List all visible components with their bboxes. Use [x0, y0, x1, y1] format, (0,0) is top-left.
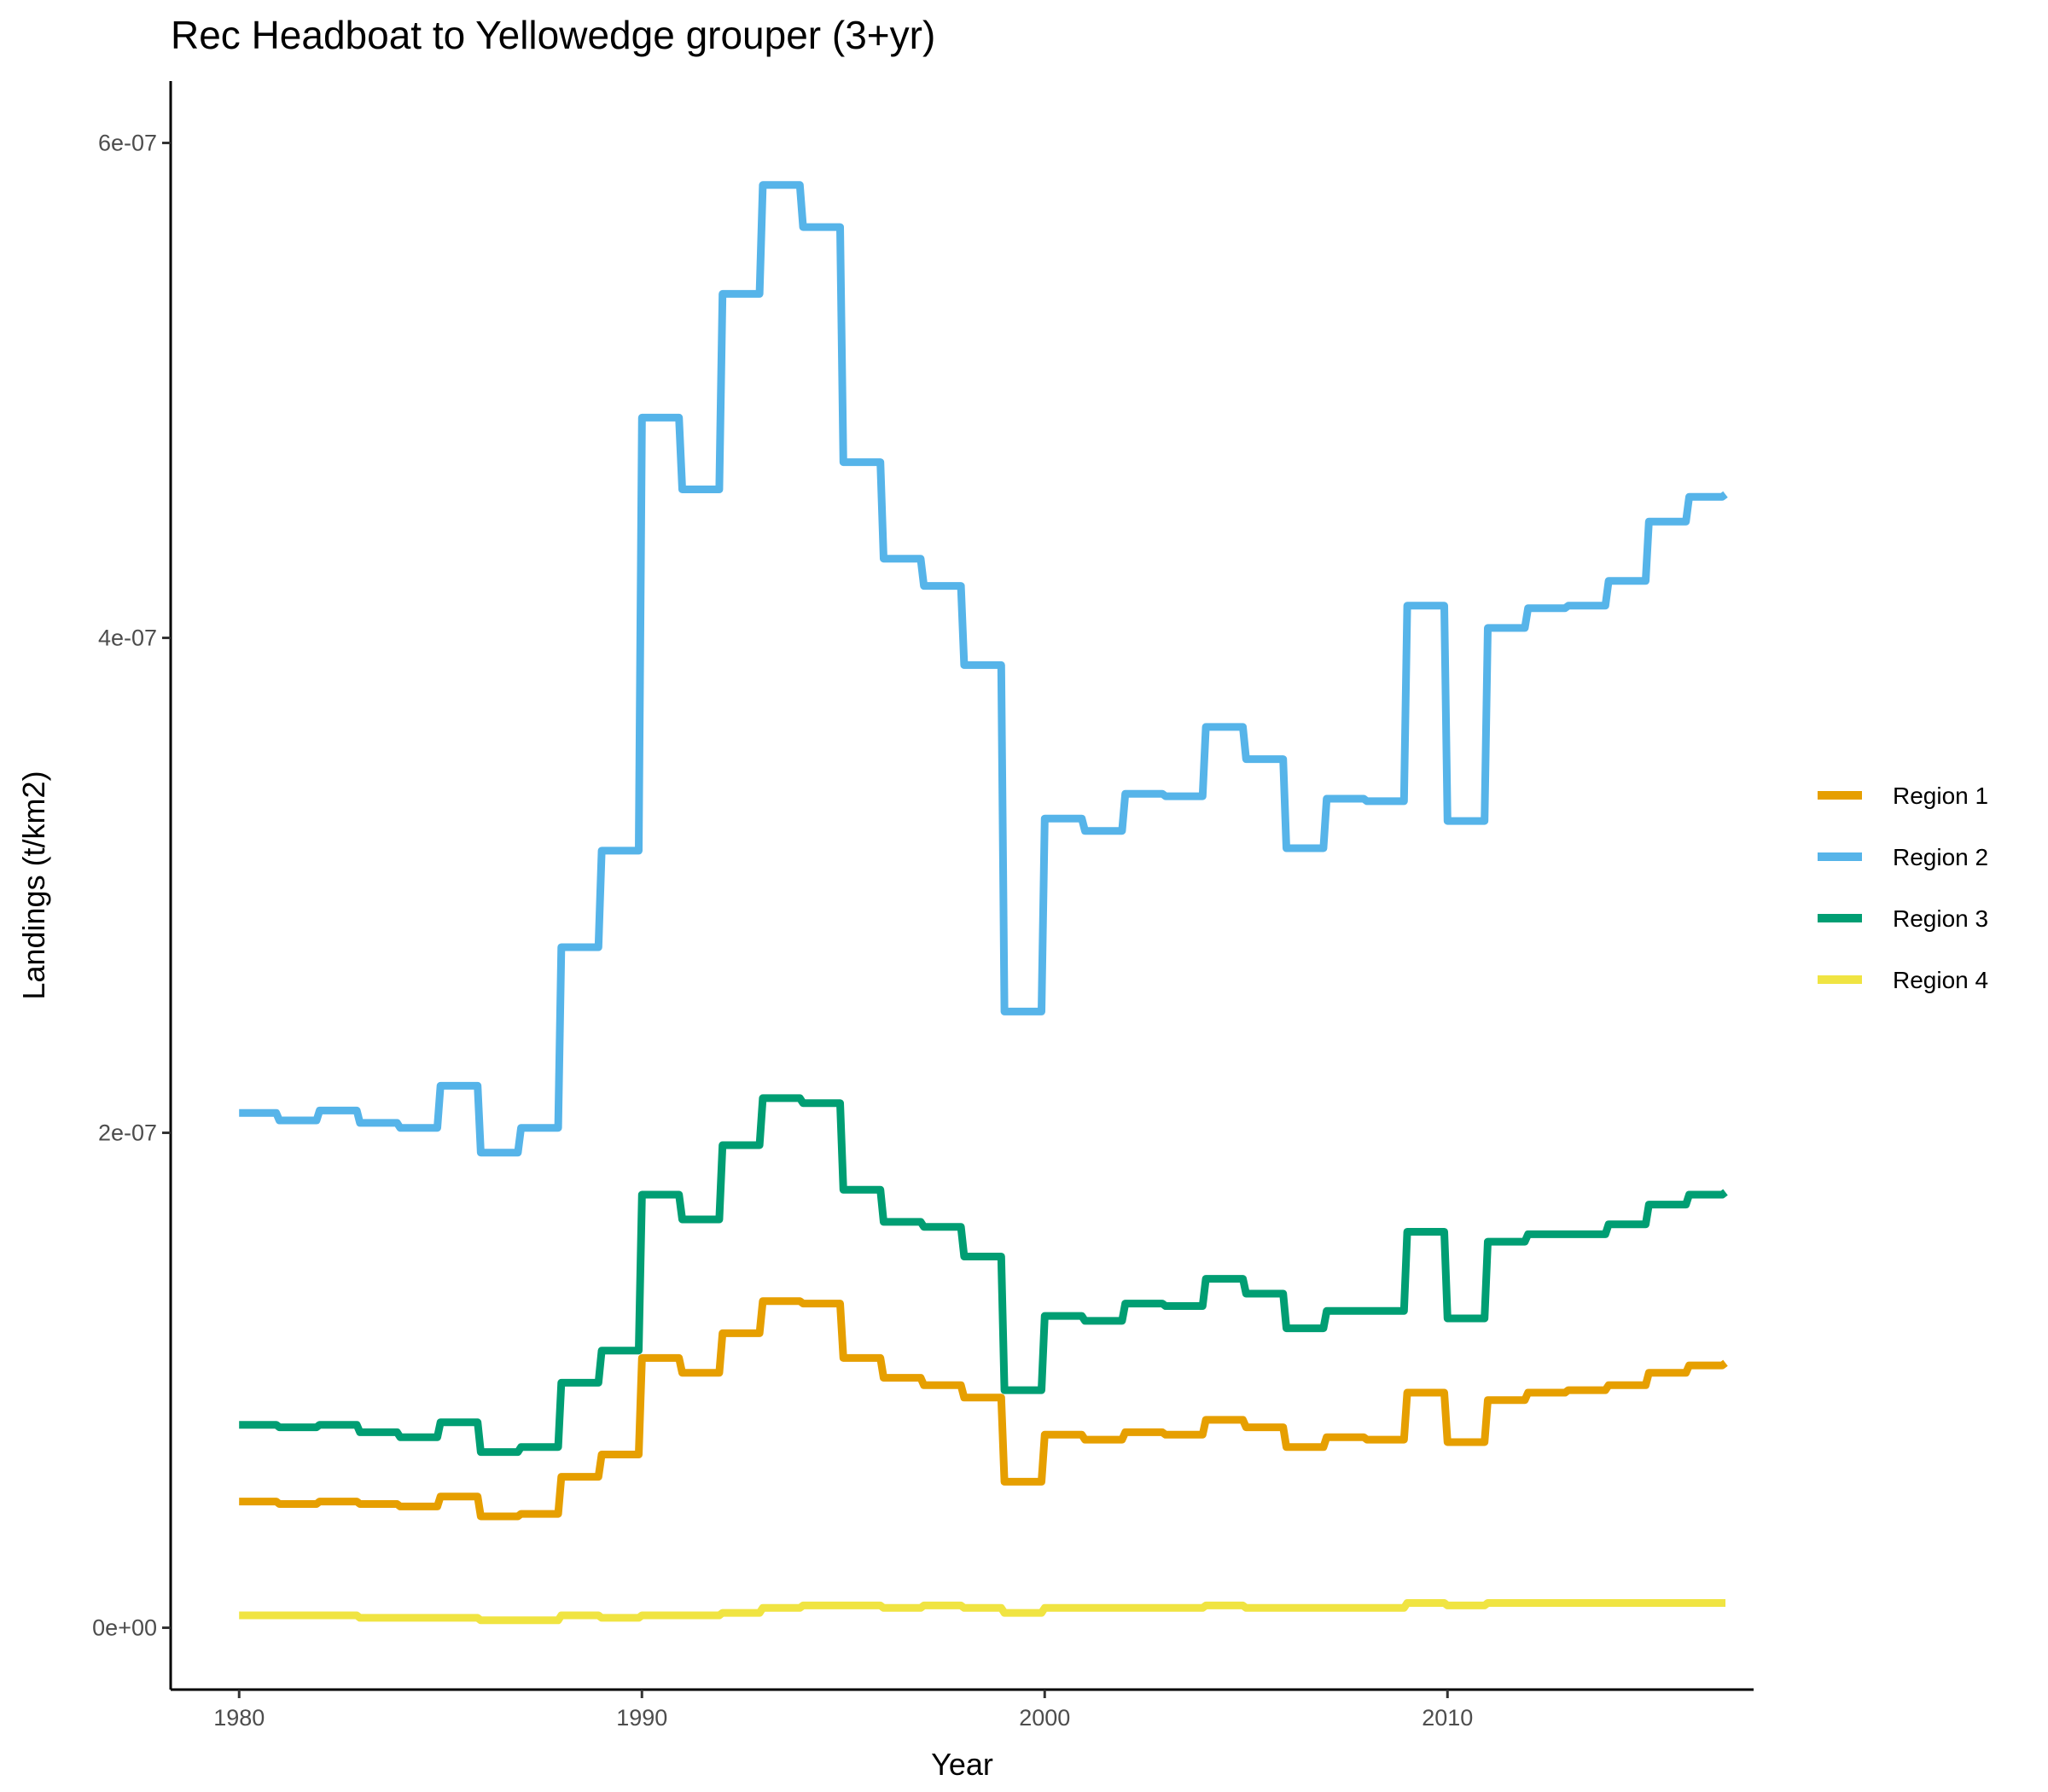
x-tick-label: 2010: [1422, 1705, 1473, 1731]
legend-label-region-2: Region 2: [1893, 844, 1988, 870]
y-tick-label: 2e-07: [98, 1120, 157, 1146]
series-line-region-1: [239, 1297, 1728, 1521]
x-tick-label: 1980: [213, 1705, 265, 1731]
legend-label-region-4: Region 4: [1893, 967, 1988, 993]
legend: Region 1 Region 2 Region 3 Region 4: [1818, 783, 1988, 993]
series-layer: [239, 181, 1728, 1625]
series-line-region-3: [239, 1094, 1728, 1457]
series-line-region-2: [239, 181, 1728, 1157]
y-tick-label: 4e-07: [98, 625, 157, 651]
x-tick-label: 1990: [616, 1705, 667, 1731]
chart-title: Rec Headboat to Yellowedge grouper (3+yr…: [171, 13, 936, 57]
y-axis-title: Landings (t/km2): [16, 771, 51, 999]
x-tick-label: 2000: [1019, 1705, 1070, 1731]
legend-label-region-3: Region 3: [1893, 905, 1988, 932]
x-axis-title: Year: [931, 1747, 993, 1782]
series-line-region-4: [239, 1599, 1726, 1625]
axes-layer: 0e+00 2e-07 4e-07 6e-07 1980 1990 2000 2010 Year…: [16, 81, 1754, 1782]
legend-label-region-1: Region 1: [1893, 783, 1988, 809]
y-tick-label: 6e-07: [98, 131, 157, 156]
y-tick-label: 0e+00: [92, 1615, 157, 1641]
